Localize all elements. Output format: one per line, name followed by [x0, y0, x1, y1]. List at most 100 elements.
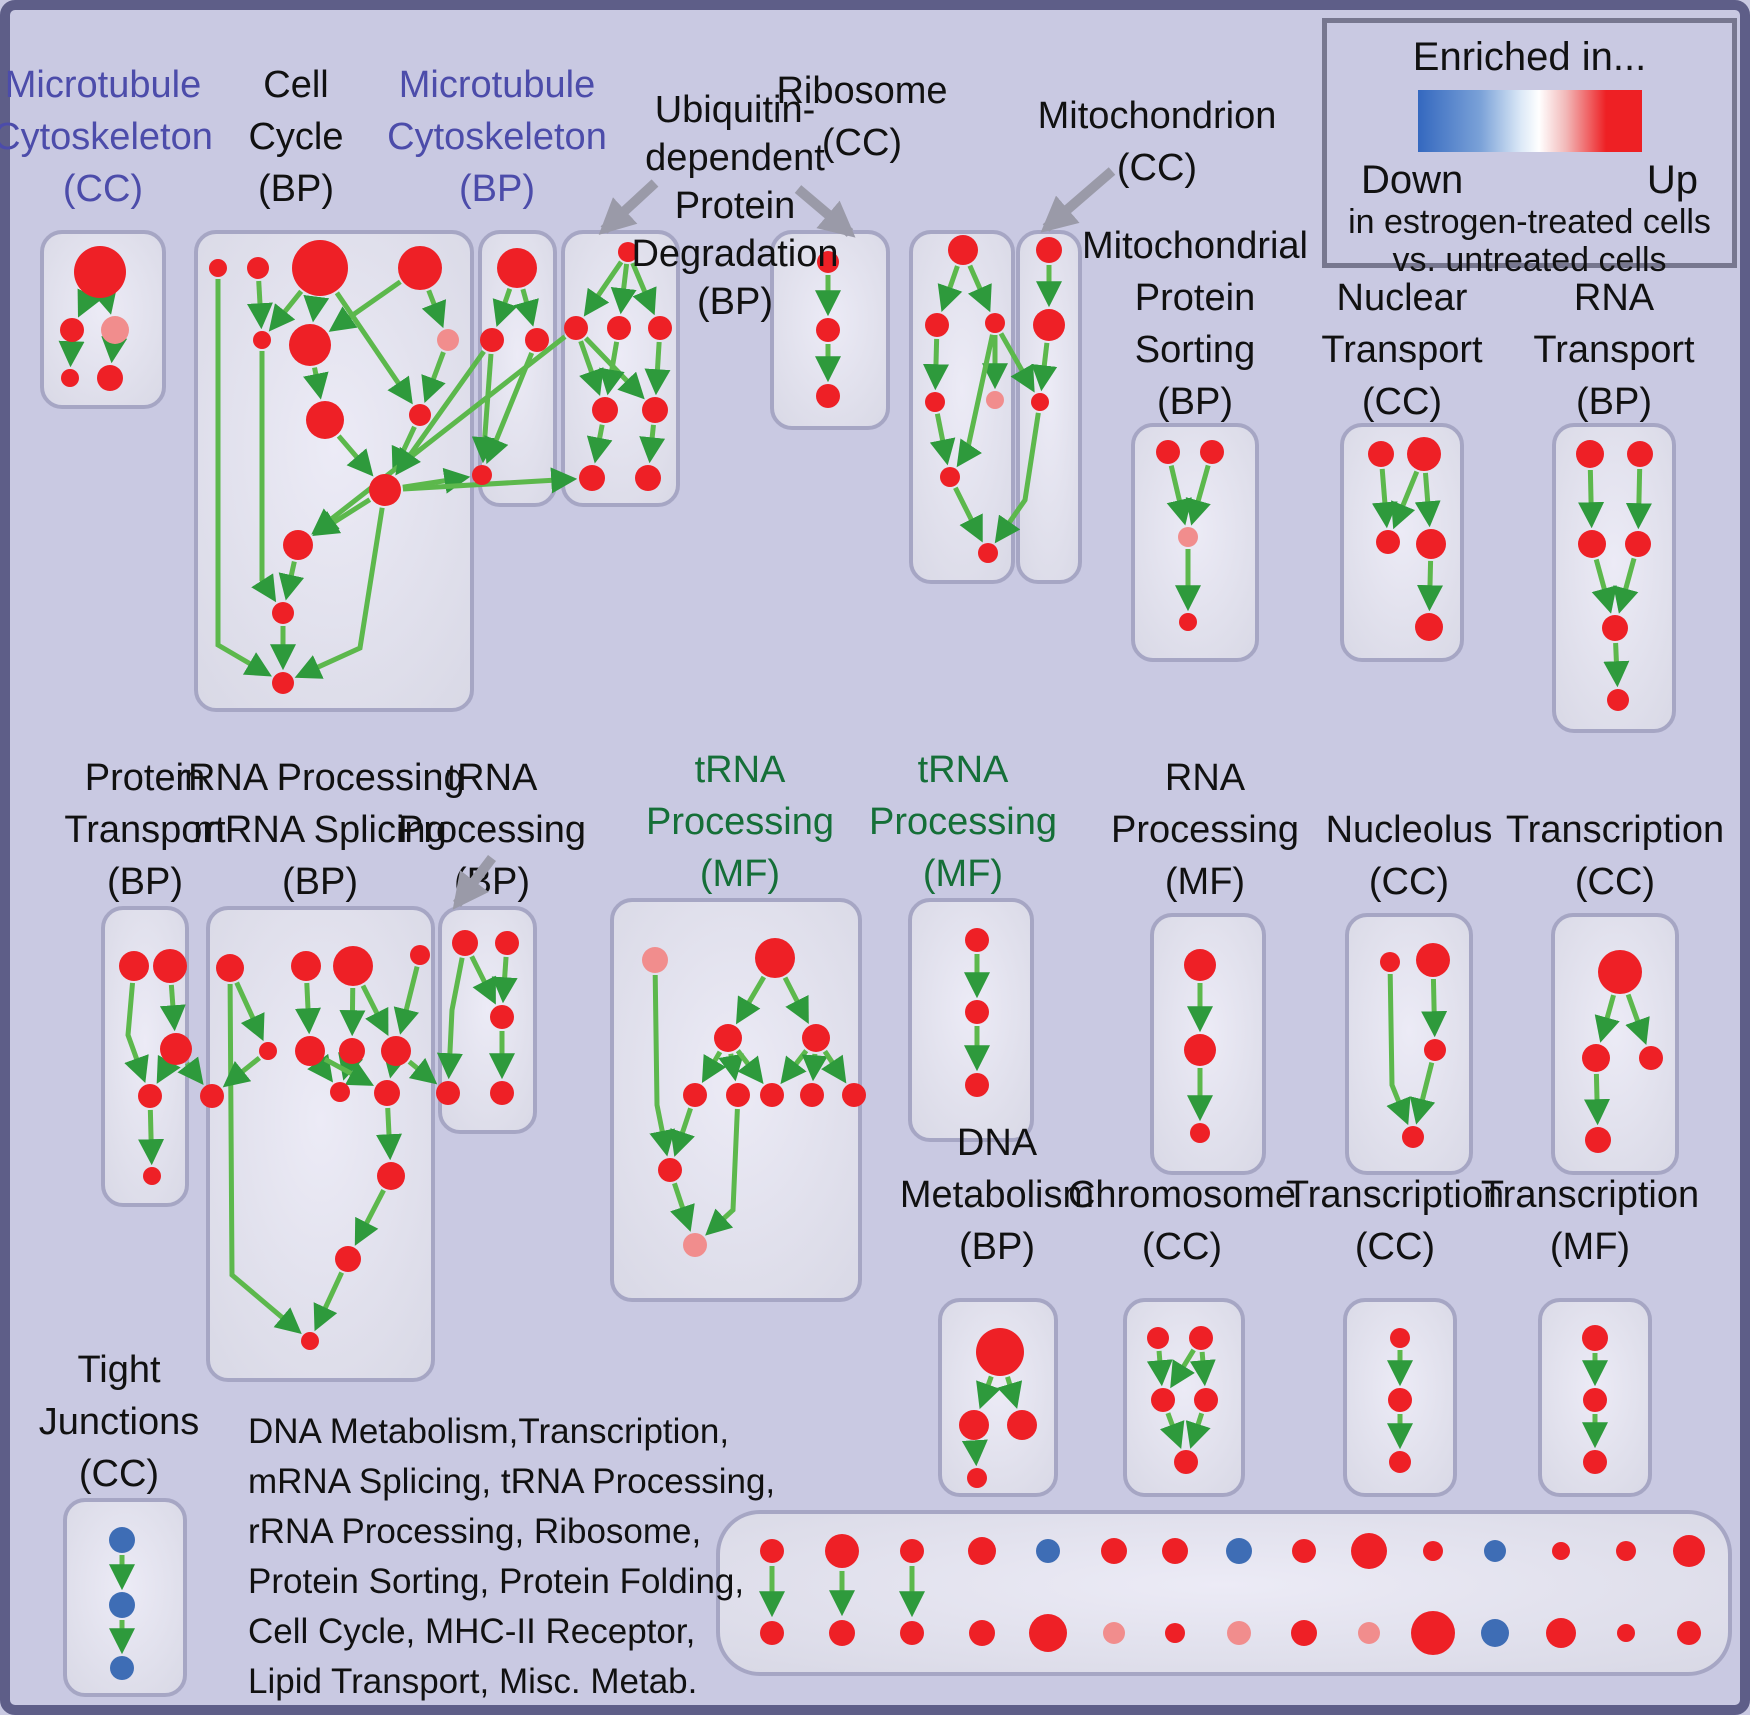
- go-edge: [1391, 470, 1420, 530]
- go-edge: [222, 1055, 261, 1088]
- go-node: [283, 530, 313, 560]
- cluster-label-ubiq1: dependent: [645, 137, 825, 179]
- go-node: [490, 1081, 514, 1105]
- go-node: [1607, 689, 1629, 711]
- go-node: [61, 369, 79, 387]
- cluster-label-transcription-cc-r3: (CC): [1355, 1226, 1435, 1268]
- cluster-label-mt-bp1: (BP): [459, 168, 535, 210]
- go-node: [480, 328, 504, 352]
- cluster-label-chromosome: Chromosome: [1068, 1174, 1296, 1216]
- go-edge: [586, 424, 613, 464]
- pointer-arrow-icon: [1040, 167, 1116, 233]
- cluster-label-rrna: mRNA Splicing: [193, 809, 446, 851]
- cluster-label-rrna: (BP): [282, 861, 358, 903]
- go-edge: [307, 1053, 334, 1083]
- annotation-text: mRNA Splicing, tRNA Processing,: [248, 1462, 775, 1501]
- annotation-text: DNA Metabolism,Transcription,: [248, 1412, 729, 1451]
- go-node: [1184, 949, 1216, 981]
- cluster-label-transcription-mf: Transcription: [1481, 1174, 1699, 1216]
- cluster-label-nucleolus: (CC): [1369, 861, 1449, 903]
- go-node: [635, 465, 661, 491]
- go-node: [1368, 441, 1394, 467]
- strip-node: [829, 1620, 855, 1646]
- annotation-text: Cell Cycle, MHC-II Receptor,: [248, 1612, 695, 1651]
- go-edge: [436, 957, 465, 1080]
- cluster-label-protein-transport: Protein: [85, 757, 205, 799]
- cluster-label-chromosome: (CC): [1142, 1226, 1222, 1268]
- go-node: [1390, 1328, 1410, 1348]
- strip-node: [1358, 1622, 1380, 1644]
- go-node: [374, 1080, 400, 1106]
- strip-node: [900, 1621, 924, 1645]
- go-node: [1576, 440, 1604, 468]
- cluster-label-ribosome: (CC): [822, 122, 902, 164]
- go-edge: [339, 987, 366, 1037]
- go-edge: [421, 351, 446, 404]
- cluster-label-trna-mf-small: tRNA: [918, 749, 1009, 791]
- cluster-label-dna-metabolism: Metabolism: [900, 1174, 1094, 1216]
- cluster-label-mito-sorting: (BP): [1157, 381, 1233, 423]
- go-node: [1147, 1327, 1169, 1349]
- go-node: [97, 365, 123, 391]
- go-node: [289, 324, 331, 366]
- go-edge: [801, 1053, 828, 1082]
- go-edge: [953, 486, 983, 543]
- go-edge: [138, 1109, 165, 1166]
- go-edge: [159, 984, 186, 1032]
- go-node: [842, 1083, 866, 1107]
- go-node: [592, 397, 618, 423]
- go-node: [1582, 1044, 1610, 1072]
- go-node: [816, 384, 840, 408]
- legend-subtitle-line2: vs. untreated cells: [1392, 241, 1667, 279]
- go-node: [398, 246, 442, 290]
- go-node: [642, 397, 668, 423]
- go-edge: [735, 1049, 764, 1085]
- cluster-label-ubiq1: Ubiquitin-: [655, 89, 816, 131]
- cluster-label-rna-transport: (BP): [1576, 381, 1652, 423]
- go-edge: [294, 507, 385, 679]
- go-node: [965, 1000, 989, 1024]
- strip-node: [1101, 1538, 1127, 1564]
- go-node: [490, 1005, 514, 1029]
- go-node: [648, 316, 672, 340]
- cross-edge: [395, 349, 486, 476]
- go-node: [1582, 1325, 1608, 1351]
- go-node: [1156, 440, 1180, 464]
- go-node: [579, 465, 605, 491]
- go-node: [1151, 1388, 1175, 1412]
- cluster-label-cell-cycle: Cell: [263, 64, 328, 106]
- go-node: [658, 1158, 682, 1182]
- go-edge: [922, 338, 949, 391]
- cluster-label-rrna: rRNA Processing: [175, 757, 464, 799]
- go-edge: [1625, 468, 1652, 530]
- cross-edge: [402, 467, 471, 494]
- cluster-label-trna-mf-big: Processing: [646, 801, 834, 843]
- go-edge: [303, 367, 329, 400]
- go-edge: [58, 340, 85, 368]
- go-node: [436, 1081, 460, 1105]
- go-edge: [599, 341, 625, 396]
- go-edge: [421, 289, 447, 329]
- cluster-label-mito-sorting: Sorting: [1135, 329, 1255, 371]
- go-node: [335, 1246, 361, 1272]
- go-node: [940, 467, 960, 487]
- go-node: [272, 672, 294, 694]
- go-edge: [101, 336, 128, 364]
- cluster-label-trna-mf-big: tRNA: [695, 749, 786, 791]
- go-node: [1578, 530, 1606, 558]
- cluster-box-cell-cycle: [194, 230, 474, 712]
- go-node: [683, 1233, 707, 1257]
- cluster-box-chromosome: [1123, 1298, 1245, 1497]
- cluster-box-nucleolus: [1345, 913, 1473, 1175]
- go-node: [153, 949, 187, 983]
- go-node: [525, 328, 549, 352]
- go-node: [1583, 1450, 1607, 1474]
- go-node: [1389, 1451, 1411, 1473]
- go-node: [760, 1083, 784, 1107]
- go-edge: [1414, 472, 1441, 528]
- cluster-label-cell-cycle: Cycle: [248, 116, 343, 158]
- cluster-label-protein-transport: (BP): [107, 861, 183, 903]
- go-edge: [393, 966, 420, 1035]
- go-node: [110, 1656, 134, 1680]
